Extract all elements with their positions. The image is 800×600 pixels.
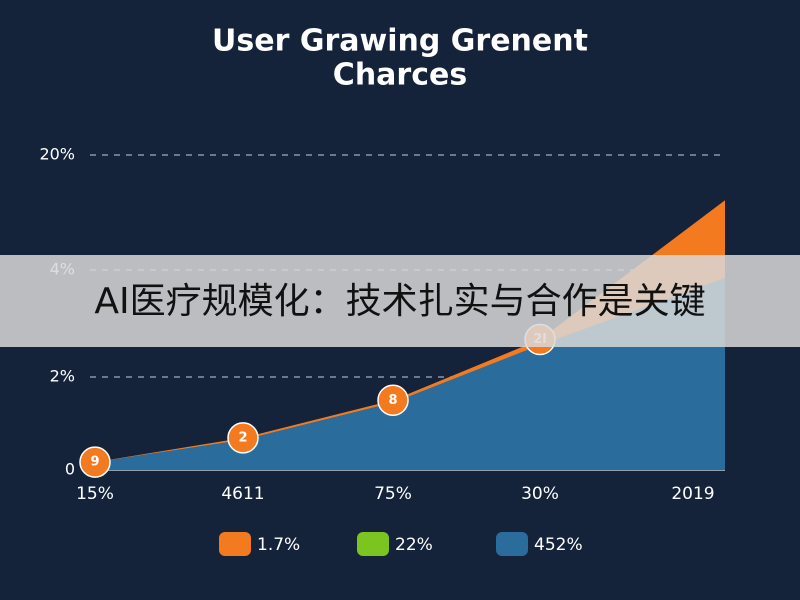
x-tick-label: 75%: [374, 484, 412, 504]
legend-swatch: [219, 532, 251, 556]
chart-title: Charces: [333, 58, 467, 93]
marker-label: 9: [90, 455, 99, 470]
x-tick-label: 30%: [521, 484, 559, 504]
chart-title: User Grawing Grenent: [212, 24, 588, 59]
x-tick-label: 4611: [221, 484, 264, 504]
area: [95, 278, 725, 470]
y-tick-label: 20%: [39, 145, 75, 164]
marker-label: 2: [238, 430, 247, 445]
marker: [377, 384, 409, 416]
legend-swatch: [357, 532, 389, 556]
legend-swatch: [496, 532, 528, 556]
marker: [79, 446, 111, 478]
marker-label: 8: [388, 393, 397, 408]
y-tick-label: 2%: [50, 367, 75, 386]
y-tick-label: 0: [65, 460, 75, 479]
x-tick-label: 15%: [76, 484, 114, 504]
marker: [227, 422, 259, 454]
banner-text: AI医疗规模化：技术扎实与合作是关键: [94, 281, 705, 322]
banner-bg: [0, 255, 800, 347]
x-tick-label: 2019: [671, 484, 714, 504]
legend-label: 22%: [395, 535, 433, 555]
legend-label: 452%: [534, 535, 583, 555]
legend-label: 1.7%: [257, 535, 300, 555]
